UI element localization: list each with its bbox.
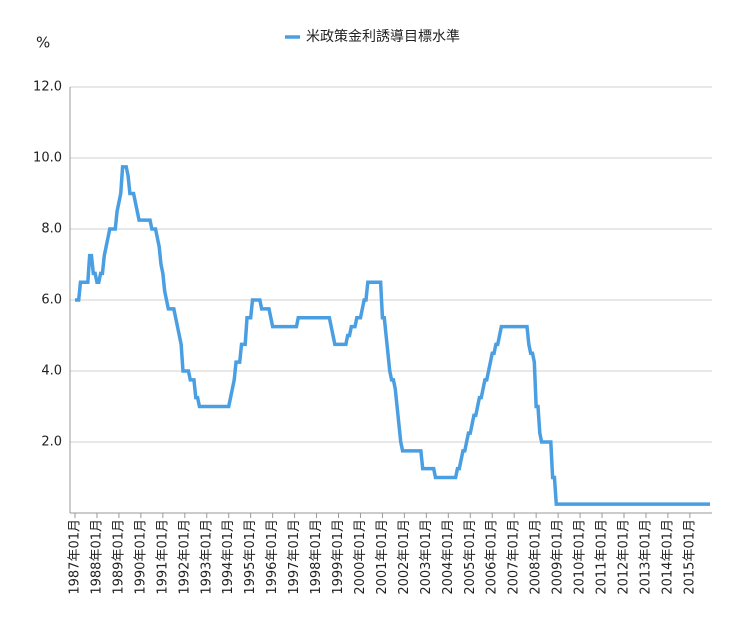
x-tick-label: 1994年01月	[221, 519, 236, 595]
x-tick-label: 1997年01月	[287, 519, 302, 595]
x-tick-label: 1998年01月	[309, 519, 324, 595]
y-tick-label: 8.0	[41, 222, 62, 237]
x-tick-label: 2004年01月	[441, 519, 456, 595]
x-tick-label: 2010年01月	[573, 519, 588, 595]
x-tick-label: 1989年01月	[111, 519, 126, 595]
legend-label: 米政策金利誘導目標水準	[306, 28, 460, 45]
x-tick-label: 2001年01月	[375, 519, 390, 595]
y-tick-label: 6.0	[41, 293, 62, 308]
x-tick-label: 2003年01月	[419, 519, 434, 595]
y-tick-label: 10.0	[33, 151, 62, 166]
x-tick-label: 2014年01月	[660, 519, 675, 595]
x-tick-label: 1988年01月	[89, 519, 104, 595]
x-tick-label: 2012年01月	[616, 519, 631, 595]
x-tick-label: 2006年01月	[485, 519, 500, 595]
y-tick-label: 2.0	[41, 435, 62, 450]
x-tick-label: 1995年01月	[243, 519, 258, 595]
y-tick-label: 12.0	[33, 80, 62, 95]
x-tick-label: 1999年01月	[331, 519, 346, 595]
x-tick-label: 2009年01月	[551, 519, 566, 595]
x-tick-label: 2000年01月	[353, 519, 368, 595]
x-tick-label: 2002年01月	[397, 519, 412, 595]
line-series	[75, 165, 710, 506]
x-tick-label: 1992年01月	[177, 519, 192, 595]
x-tick-label: 2007年01月	[507, 519, 522, 595]
x-tick-label: 1991年01月	[155, 519, 170, 595]
x-tick-label: 1993年01月	[199, 519, 214, 595]
x-tick-label: 2013年01月	[638, 519, 653, 595]
x-tick-label: 2011年01月	[595, 519, 610, 595]
x-tick-label: 2008年01月	[529, 519, 544, 595]
x-tick-label: 2015年01月	[682, 519, 697, 595]
y-axis-label: %	[36, 34, 50, 52]
x-tick-label: 1996年01月	[265, 519, 280, 595]
x-tick-label: 2005年01月	[463, 519, 478, 595]
x-tick-label: 1987年01月	[68, 519, 83, 595]
x-tick-label: 1990年01月	[133, 519, 148, 595]
y-tick-label: 4.0	[41, 364, 62, 379]
